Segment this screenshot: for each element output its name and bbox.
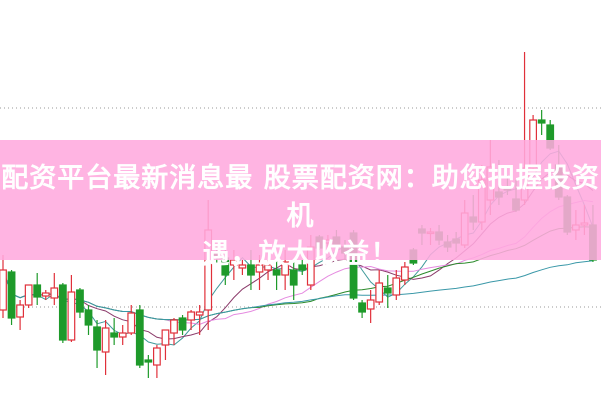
candle-body (118, 332, 127, 338)
candle-body (161, 329, 170, 346)
candle-body (298, 264, 307, 271)
candle-body (195, 311, 204, 316)
candle-body (400, 266, 409, 281)
candle-body (153, 347, 161, 366)
candle-body (272, 269, 281, 276)
candle-body (375, 282, 384, 303)
ma-line-60 (2, 260, 594, 321)
candle-body (84, 309, 93, 326)
candle-body (383, 287, 392, 294)
candle-body (16, 304, 24, 318)
candle-body (289, 269, 298, 286)
candle-body (358, 302, 366, 313)
candle-body (50, 287, 59, 299)
candle-body (238, 264, 247, 269)
banner-line-2: 遇，放大收益！ (202, 239, 399, 270)
candle-body (247, 264, 255, 276)
candle-body (41, 292, 50, 297)
candle-body (178, 317, 187, 331)
candle-body (366, 299, 375, 310)
candle-body (255, 264, 264, 273)
candle-body (67, 291, 76, 341)
candle-body (264, 264, 272, 271)
candle-body (76, 289, 84, 313)
candle-body (144, 359, 153, 363)
candle-body (281, 261, 290, 276)
promo-banner (0, 140, 601, 260)
candle-body (537, 119, 546, 124)
candle-body (187, 311, 196, 321)
candle-body (33, 284, 42, 298)
candle-body (24, 284, 33, 306)
candle-body (135, 309, 144, 366)
candle-body (0, 269, 7, 311)
candle-body (229, 259, 238, 266)
candle-body (58, 284, 67, 341)
candle-body (170, 319, 178, 334)
banner-line-1: 配资平台最新消息最 股票配资网：助您把握投资机 (1, 163, 600, 232)
candle-body (392, 277, 401, 296)
candle-body (93, 326, 101, 351)
candle-body (7, 271, 16, 319)
candle-body (101, 327, 110, 353)
candle-body (110, 332, 119, 338)
banner-text: 配资平台最新消息最 股票配资网：助您把握投资机 遇，放大收益！ (0, 160, 601, 274)
candle-body (127, 312, 136, 334)
